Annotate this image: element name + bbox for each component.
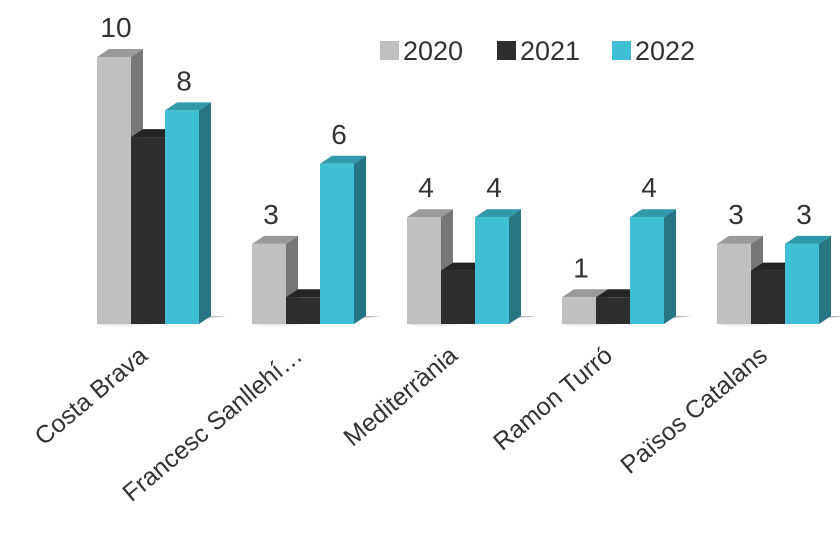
data-label: 6 [331,119,347,150]
bar-side [819,235,831,324]
bar-side [199,102,211,325]
bar-front [97,57,131,324]
legend-swatch [612,41,631,60]
bar-side [509,209,521,324]
legend-label: 2022 [635,36,695,66]
bar-front [562,297,596,324]
legend-label: 2020 [403,36,463,66]
bar-top [717,235,763,244]
bar-top [785,235,831,244]
bar [320,155,366,324]
data-labels: 10 8 3 6 4 4 1 4 3 3 [100,12,811,283]
legend-label: 2021 [520,36,580,66]
bar-front [320,163,354,324]
bar [475,209,521,324]
bar-top [475,209,521,218]
bar-side [664,209,676,324]
legend-swatch [380,41,399,60]
bar-front [785,243,819,324]
bar [630,209,676,324]
bar [252,235,298,324]
data-label: 3 [263,199,279,230]
bar-top [165,102,211,111]
bar-side [354,155,366,324]
bar-top [407,209,453,218]
bar-top [252,235,298,244]
data-label: 3 [796,199,812,230]
bar-top [320,155,366,164]
data-label: 8 [176,65,192,96]
legend-item: 2020 [380,36,463,66]
legend-swatch [497,41,516,60]
bar-front [286,297,320,324]
legend-item: 2021 [497,36,580,66]
data-label: 4 [641,172,657,203]
bar [785,235,831,324]
bar-front [475,217,509,324]
data-label: 4 [418,172,434,203]
bar-top [97,49,143,57]
legend-item: 2022 [612,36,695,66]
bar [165,102,211,325]
category-label: Mediterrània [338,341,463,452]
bar-front [407,217,441,324]
bar-front [252,243,286,324]
bar-front [751,270,785,324]
category-label: Costa Brava [29,341,152,451]
category-label: Països Catalans [615,341,772,479]
bar-top [562,289,608,298]
data-label: 3 [728,199,744,230]
data-label: 4 [486,172,502,203]
legend: 2020 2021 2022 [380,36,695,66]
bars [97,49,831,325]
category-label: Ramon Turró [488,341,618,456]
data-label: 1 [573,252,589,283]
bar-front [630,217,664,324]
bar-front [165,110,199,325]
bar-front [596,297,630,324]
bar-front [131,137,165,324]
bar-front [717,243,751,324]
bar-front [441,270,475,324]
bar-top [630,209,676,218]
data-label: 10 [100,12,131,43]
